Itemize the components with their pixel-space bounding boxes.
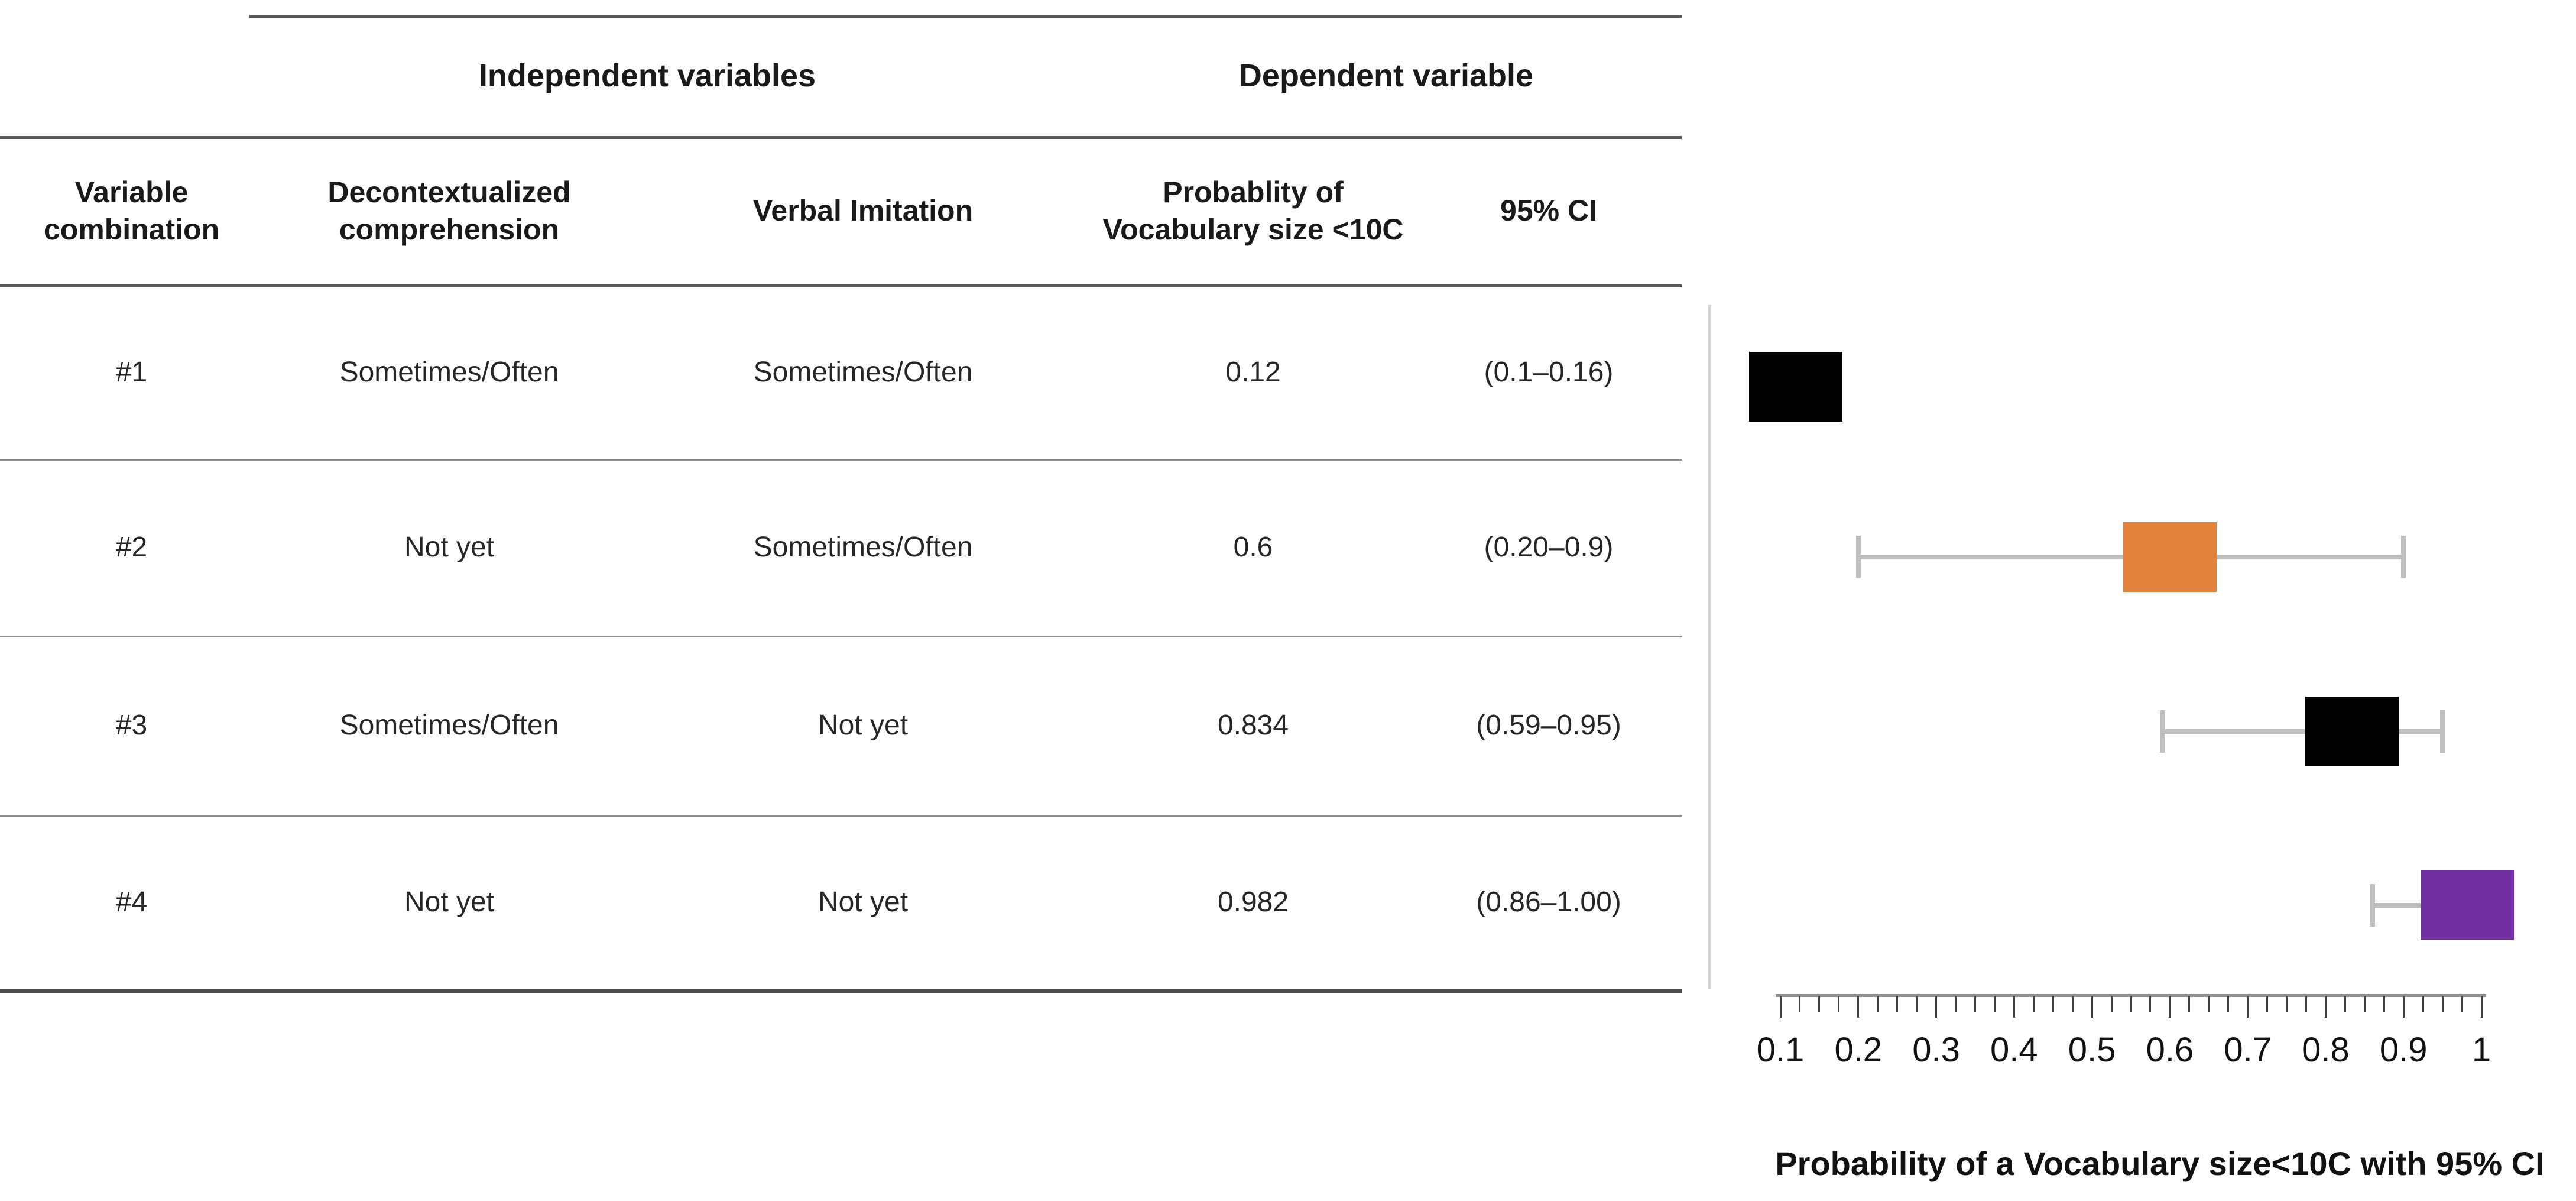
table-bottom-rule: [0, 989, 1682, 993]
x-axis-major-tick: [1935, 996, 1938, 1018]
cell-probability: 0.6: [1233, 532, 1273, 563]
table-row-separator: [0, 459, 1682, 461]
x-axis-minor-tick: [2266, 996, 2269, 1012]
x-axis-tick-label: 0.4: [1990, 1031, 2038, 1069]
x-axis-line: [1776, 994, 2487, 997]
cell-ci: (0.20–0.9): [1484, 532, 1614, 563]
x-axis-major-tick: [2169, 996, 2171, 1018]
cell-combination: #1: [115, 357, 148, 388]
column-header-variable-combination: Variable combination: [43, 176, 220, 246]
x-axis-major-tick: [2324, 996, 2327, 1018]
column-header-95ci: 95% CI: [1500, 194, 1597, 228]
x-axis-minor-tick: [1974, 996, 1976, 1012]
x-axis-tick-label: 1: [2471, 1031, 2491, 1069]
cell-decontextualized: Not yet: [404, 532, 495, 563]
cell-verbal-imitation: Not yet: [817, 886, 909, 918]
estimate-box: [2421, 870, 2515, 940]
x-axis-minor-tick: [1818, 996, 1821, 1012]
table-colheader-rule: [0, 284, 1682, 287]
ci-cap-right: [2440, 710, 2445, 753]
cell-combination: #4: [115, 886, 148, 918]
table-row-separator: [0, 815, 1682, 817]
x-axis-minor-tick: [2227, 996, 2230, 1012]
x-axis-tick-label: 0.1: [1756, 1031, 1805, 1069]
column-header-probability: Probablity of Vocabulary size <10C: [1102, 176, 1404, 246]
x-axis-minor-tick: [2344, 996, 2346, 1012]
ci-cap-left: [2370, 884, 2375, 927]
cell-verbal-imitation: Sometimes/Often: [753, 532, 973, 563]
x-axis-tick-label: 0.9: [2379, 1031, 2428, 1069]
x-axis-minor-tick: [2363, 996, 2366, 1012]
cell-probability: 0.834: [1217, 710, 1289, 741]
x-axis-minor-tick: [2208, 996, 2210, 1012]
x-axis-minor-tick: [2188, 996, 2191, 1012]
group-header-independent-variables: Independent variables: [478, 57, 816, 93]
ci-whisker: [2162, 729, 2443, 734]
x-axis-major-tick: [1857, 996, 1860, 1018]
ci-cap-left: [2159, 710, 2165, 753]
x-axis-major-tick: [1779, 996, 1782, 1018]
x-axis-minor-tick: [2130, 996, 2132, 1012]
column-header-decontextualized-comprehension: Decontextualized comprehension: [327, 176, 571, 246]
table-groupheader-rule: [0, 136, 1682, 139]
cell-combination: #2: [115, 532, 148, 563]
cell-decontextualized: Not yet: [404, 886, 495, 918]
x-axis-tick-label: 0.8: [2302, 1031, 2350, 1069]
ci-cap-right: [2401, 536, 2406, 578]
x-axis-minor-tick: [2383, 996, 2385, 1012]
x-axis-minor-tick: [1896, 996, 1899, 1012]
x-axis-tick-label: 0.3: [1912, 1031, 1960, 1069]
estimate-box: [2305, 697, 2399, 766]
x-axis-tick-label: 0.7: [2224, 1031, 2272, 1069]
x-axis-minor-tick: [2441, 996, 2444, 1012]
x-axis-minor-tick: [2149, 996, 2152, 1012]
x-axis-tick-label: 0.6: [2146, 1031, 2194, 1069]
x-axis-minor-tick: [1955, 996, 1957, 1012]
x-axis-minor-tick: [1877, 996, 1879, 1012]
table-plot-divider: [1708, 305, 1711, 989]
cell-decontextualized: Sometimes/Often: [339, 357, 559, 388]
group-header-dependent-variable: Dependent variable: [1238, 57, 1534, 93]
cell-verbal-imitation: Sometimes/Often: [753, 357, 973, 388]
cell-probability: 0.12: [1225, 357, 1281, 388]
column-header-verbal-imitation: Verbal Imitation: [752, 194, 974, 228]
x-axis-minor-tick: [2110, 996, 2113, 1012]
x-axis-major-tick: [2480, 996, 2483, 1018]
cell-combination: #3: [115, 710, 148, 741]
x-axis-major-tick: [2247, 996, 2249, 1018]
x-axis-minor-tick: [1916, 996, 1918, 1012]
x-axis-minor-tick: [2305, 996, 2307, 1012]
table-row-separator: [0, 636, 1682, 637]
x-axis-minor-tick: [2052, 996, 2054, 1012]
x-axis-minor-tick: [2286, 996, 2288, 1012]
x-axis-minor-tick: [1993, 996, 1996, 1012]
ci-cap-left: [1855, 536, 1861, 578]
estimate-box: [1749, 352, 1843, 422]
x-axis-minor-tick: [1838, 996, 1840, 1012]
cell-ci: (0.86–1.00): [1476, 886, 1621, 918]
x-axis-title: Probability of a Vocabulary size<10C wit…: [1775, 1144, 2545, 1182]
x-axis-minor-tick: [2071, 996, 2074, 1012]
cell-probability: 0.982: [1217, 886, 1289, 918]
x-axis-major-tick: [2013, 996, 2015, 1018]
x-axis-minor-tick: [2032, 996, 2035, 1012]
cell-ci: (0.59–0.95): [1476, 710, 1621, 741]
x-axis-minor-tick: [1799, 996, 1801, 1012]
x-axis-major-tick: [2402, 996, 2405, 1018]
x-axis-minor-tick: [2422, 996, 2424, 1012]
x-axis-tick-label: 0.2: [1834, 1031, 1883, 1069]
estimate-box: [2123, 522, 2217, 592]
cell-ci: (0.1–0.16): [1484, 357, 1614, 388]
table-top-rule: [249, 15, 1682, 18]
x-axis-major-tick: [2091, 996, 2093, 1018]
cell-decontextualized: Sometimes/Often: [339, 710, 559, 741]
x-axis-minor-tick: [2461, 996, 2463, 1012]
cell-verbal-imitation: Not yet: [817, 710, 909, 741]
x-axis-tick-label: 0.5: [2068, 1031, 2116, 1069]
